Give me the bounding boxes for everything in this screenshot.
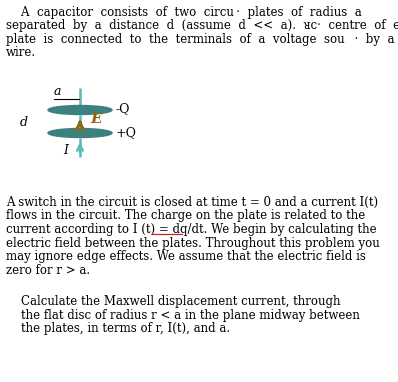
- Text: I: I: [63, 144, 68, 157]
- Text: the plates, in terms of r, I(t), and a.: the plates, in terms of r, I(t), and a.: [6, 322, 230, 335]
- Text: +Q: +Q: [116, 126, 137, 139]
- Text: a: a: [53, 85, 61, 98]
- Text: electric field between the plates. Throughout this problem you: electric field between the plates. Throu…: [6, 236, 380, 249]
- Text: -Q: -Q: [116, 102, 131, 115]
- Text: d: d: [20, 115, 28, 128]
- Text: flows in the circuit. The charge on the plate is related to the: flows in the circuit. The charge on the …: [6, 209, 365, 222]
- Text: A  capacitor  consists  of  two  circu ·  plates  of  radius  a: A capacitor consists of two circu · plat…: [6, 6, 362, 19]
- Text: separated  by  a  distance  d  (assume  d  <<  a).  ᴚᴄ·  centre  of  each: separated by a distance d (assume d << a…: [6, 19, 398, 32]
- Text: Calculate the Maxwell displacement current, through: Calculate the Maxwell displacement curre…: [6, 295, 341, 308]
- Ellipse shape: [48, 105, 112, 115]
- Text: current according to I (t) = dq/dt. We begin by calculating the: current according to I (t) = dq/dt. We b…: [6, 223, 377, 236]
- Text: wire.: wire.: [6, 47, 36, 60]
- Text: may ignore edge effects. We assume that the electric field is: may ignore edge effects. We assume that …: [6, 250, 366, 263]
- Text: the flat disc of radius r < a in the plane midway between: the flat disc of radius r < a in the pla…: [6, 309, 360, 322]
- Ellipse shape: [48, 128, 112, 138]
- Text: A switch in the circuit is closed at time t = 0 and a current I(t): A switch in the circuit is closed at tim…: [6, 196, 378, 209]
- Text: zero for r > a.: zero for r > a.: [6, 264, 90, 277]
- Text: E: E: [90, 112, 101, 126]
- Text: plate  is  connected  to  the  terminals  of  a  voltage  sou   ·  by  a  thin: plate is connected to the terminals of a…: [6, 33, 398, 46]
